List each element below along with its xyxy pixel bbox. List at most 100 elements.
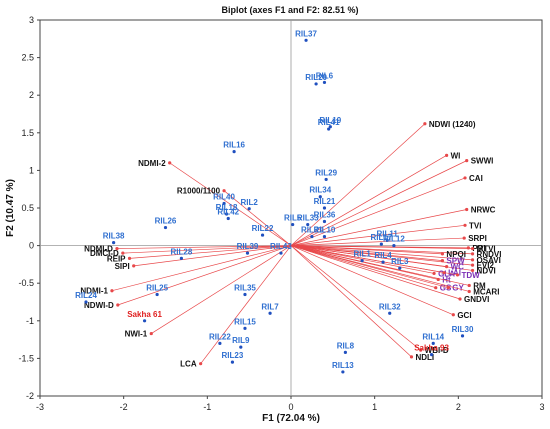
observation-label-ril20: RIL20: [305, 73, 327, 82]
y-tick-label: -1.5: [18, 353, 34, 363]
observation-point-ril3: [398, 266, 402, 270]
vector-tip-evi2: [470, 263, 475, 267]
observation-label-ril28: RIL28: [170, 247, 192, 256]
observation-point-ril30: [460, 334, 465, 338]
vector-label-gci: GCI: [457, 311, 471, 320]
observation-point-ril20: [314, 82, 318, 86]
vector-tip-ndwi-1240: [423, 122, 427, 126]
observation-point-ril21: [322, 206, 327, 210]
observation-label-ril40: RIL40: [213, 192, 235, 201]
vector-label-gla: GLA: [438, 269, 455, 278]
observation-label-ril18: RIL18: [216, 203, 238, 212]
vector-label-npqi: NPQI: [446, 250, 466, 259]
observation-label-ril36: RIL36: [314, 211, 336, 220]
y-tick-label: -0.5: [18, 278, 34, 288]
vector-label-ndmi-2: NDMI-2: [138, 159, 166, 168]
observation-point-ril13: [341, 370, 345, 374]
y-tick-label: 3: [29, 15, 34, 25]
vector-label-ndvi: NDVI: [477, 266, 496, 275]
vector-label-srpi: SRPI: [468, 234, 487, 243]
observation-label-ril26: RIL26: [155, 217, 177, 226]
vector-tip-rndvi: [470, 252, 475, 256]
observation-point-sakha-93: [429, 353, 434, 357]
observation-label-ril33: RIL33: [297, 214, 319, 223]
vector-tip-tvi: [463, 223, 467, 227]
vector-line-sipi: [133, 245, 292, 267]
vector-tip-rm: [467, 283, 471, 288]
x-tick-label: -3: [36, 402, 44, 412]
observation-point-ril32: [388, 311, 392, 315]
vector-line-npqi: [290, 245, 443, 255]
observation-point-ril25: [155, 292, 159, 297]
vector-label-wi: WI: [451, 151, 461, 160]
observation-point-sakha-61: [142, 319, 147, 323]
observation-label-ril5: RIL5: [284, 214, 302, 223]
observation-point-ril16: [232, 150, 236, 154]
observation-point-ril34: [318, 195, 322, 199]
observation-label-ril22: RIL22: [209, 332, 231, 341]
vector-tip-wi: [445, 153, 449, 157]
x-tick-label: -1: [203, 402, 211, 412]
observation-label-ril16: RIL16: [223, 141, 245, 150]
vector-label-dmci-d: DMCI-D: [90, 249, 119, 258]
observation-label-ril31: RIL31: [301, 226, 323, 235]
vector-tip-ndli: [409, 355, 414, 359]
observation-label-ril32: RIL32: [379, 302, 401, 311]
observation-point-ril19: [328, 125, 332, 129]
observation-label-ril13: RIL13: [332, 361, 354, 370]
y-axis-ticks: -2 -1.5 -1 -0.5 0 0.5 1 1.5 2 2.5 3: [18, 15, 40, 401]
vector-label-rndvi: RNDVI: [477, 250, 502, 259]
observation-point-ril31: [310, 234, 314, 239]
observation-label-ril12: RIL12: [383, 235, 405, 244]
vector-line-lca: [200, 245, 292, 364]
vector-tip-tdw: [455, 273, 460, 277]
observation-label-ril3: RIL3: [391, 257, 409, 266]
vector-tip-ndmi-2: [168, 161, 172, 165]
observation-point-ril15: [243, 326, 247, 330]
observation-point-ril36: [322, 219, 327, 224]
x-tick-label: -2: [120, 402, 128, 412]
observation-point-ril38: [112, 240, 116, 245]
vector-label-nrwc: NRWC: [471, 206, 496, 215]
vector-label-gs: GS: [440, 284, 452, 293]
x-tick-label: 3: [539, 402, 544, 412]
observation-label-ril15: RIL15: [234, 317, 256, 326]
vector-label-ndwi-1240: NDWI (1240): [429, 120, 476, 129]
vector-tip-mcari: [467, 289, 471, 294]
observation-label-ril17: RIL17: [370, 233, 392, 242]
vector-tip-pri: [466, 246, 470, 250]
y-tick-label: 2: [29, 90, 34, 100]
y-tick-label: -1: [26, 316, 34, 326]
vector-label-wbi-d: WBI-D: [425, 346, 449, 355]
observation-point-ril33: [306, 222, 310, 227]
observation-point-ril6: [322, 80, 327, 85]
vector-tip-osavi: [470, 258, 475, 262]
observation-label-ril35: RIL35: [234, 283, 256, 292]
vector-line-dmci-d: [122, 245, 292, 254]
x-tick-label: 0: [288, 402, 293, 412]
vector-label-swwi: SWWI: [471, 157, 494, 166]
y-axis-label: F2 (10.47 %): [5, 179, 16, 237]
observation-label-ril10: RIL10: [314, 226, 336, 235]
vector-tip-npqi: [440, 252, 445, 256]
observation-label-ril14: RIL14: [422, 332, 444, 341]
vector-tip-nrwc: [465, 207, 469, 212]
observation-point-ril10: [322, 234, 327, 239]
observation-label-sakha-61: Sakha 61: [127, 310, 162, 319]
observation-point-ril42: [226, 216, 230, 221]
vector-line-osavi: [290, 245, 473, 261]
vector-label-spw: SPW: [446, 257, 465, 266]
observation-label-ril37: RIL37: [295, 29, 317, 38]
vector-tip-r1000-1100: [222, 189, 226, 193]
vector-label-tvi: TVI: [469, 221, 481, 230]
observation-label-ril43: RIL43: [270, 242, 292, 251]
vector-tip-ndmi-1: [110, 289, 114, 293]
observation-label-ril39: RIL39: [237, 242, 259, 251]
vector-label-evi2: EVI2: [477, 261, 495, 270]
observation-label-ril4: RIL4: [374, 251, 392, 260]
vector-line-tvi: [290, 224, 466, 246]
observation-label-ril2: RIL2: [240, 198, 258, 207]
vector-line-r1000-1100: [223, 190, 292, 246]
vector-line-ndwi-d: [117, 245, 292, 306]
vector-line-ndmi-d: [116, 245, 292, 249]
